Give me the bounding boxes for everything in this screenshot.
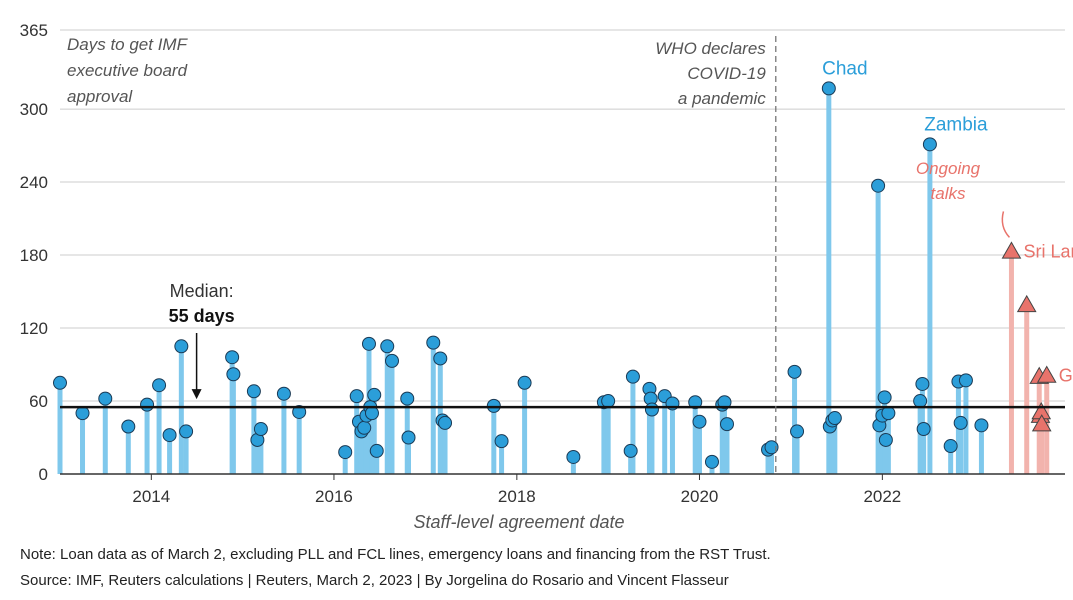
data-point	[601, 394, 616, 409]
data-point	[878, 432, 893, 447]
x-tick-label: 2016	[315, 487, 353, 506]
annotation-label: Ghana	[1059, 365, 1073, 385]
data-point	[361, 336, 376, 351]
data-point	[871, 178, 886, 193]
y-tick-label: 60	[29, 392, 48, 411]
data-point	[494, 434, 509, 449]
x-tick-label: 2020	[681, 487, 719, 506]
data-point	[719, 417, 734, 432]
x-tick-label: 2018	[498, 487, 536, 506]
data-point	[152, 378, 167, 393]
data-point	[225, 350, 240, 365]
data-point	[401, 430, 416, 445]
data-point	[958, 373, 973, 388]
annotations: Chad Zambia Sri Lanka Ghana	[822, 58, 1073, 385]
data-point	[253, 421, 268, 436]
data-point	[517, 375, 532, 390]
x-tick-label: 2014	[132, 487, 170, 506]
median-arrowhead	[191, 389, 202, 400]
data-point	[625, 369, 640, 384]
data-point	[121, 419, 136, 434]
data-point	[704, 454, 719, 469]
median-value-label: 55 days	[169, 306, 235, 326]
data-point	[717, 395, 732, 410]
data-point	[943, 439, 958, 454]
data-point	[98, 391, 113, 406]
data-point	[922, 137, 937, 152]
data-point	[226, 367, 241, 382]
data-point	[764, 440, 779, 455]
data-points	[53, 81, 1057, 469]
data-point	[821, 81, 836, 96]
data-point	[623, 443, 638, 458]
data-point	[380, 339, 395, 354]
data-point	[140, 397, 155, 412]
data-point	[692, 414, 707, 429]
stems	[57, 88, 1050, 474]
ongoing-point	[1001, 241, 1022, 259]
ongoing-talks-pointer	[1001, 211, 1011, 238]
data-point	[790, 424, 805, 439]
data-point	[369, 443, 384, 458]
data-point	[292, 404, 307, 419]
grid-lines	[60, 29, 1065, 402]
data-point	[276, 386, 291, 401]
data-point	[349, 389, 364, 404]
data-point	[916, 421, 931, 436]
x-axis-label: Staff-level agreement date	[413, 512, 624, 532]
data-point	[438, 415, 453, 430]
annotation-label: Zambia	[924, 114, 988, 135]
y-tick-label: 365	[20, 21, 48, 40]
annotation-label: Sri Lanka	[1023, 241, 1073, 261]
data-point	[881, 406, 896, 421]
data-point	[179, 424, 194, 439]
data-point	[787, 364, 802, 379]
x-tick-label: 2022	[863, 487, 901, 506]
data-point	[827, 411, 842, 426]
ongoing-point	[1036, 365, 1057, 383]
data-point	[688, 395, 703, 410]
y-tick-label: 0	[39, 465, 48, 484]
data-point	[644, 402, 659, 417]
ongoing-talks-label: Ongoing talks	[916, 159, 981, 203]
data-point	[953, 415, 968, 430]
data-point	[426, 335, 441, 350]
data-point	[877, 390, 892, 405]
y-tick-label: 240	[20, 173, 48, 192]
data-point	[400, 391, 415, 406]
data-point	[162, 428, 177, 443]
y-axis-ticks: 0 60 120 180 240 300 365	[20, 21, 48, 484]
ongoing-point	[1031, 414, 1052, 432]
data-point	[915, 376, 930, 391]
median-label: Median:	[170, 281, 234, 301]
y-tick-label: 300	[20, 100, 48, 119]
data-point	[246, 384, 261, 399]
data-point	[367, 387, 382, 402]
annotation-label: Chad	[822, 58, 867, 79]
data-point	[913, 394, 928, 409]
data-point	[384, 353, 399, 368]
data-point	[53, 375, 67, 390]
y-tick-label: 180	[20, 246, 48, 265]
pandemic-label: WHO declares COVID-19 a pandemic	[655, 39, 766, 108]
footnote-note: Note: Loan data as of March 2, excluding…	[20, 546, 771, 563]
data-point	[338, 445, 353, 460]
data-point	[566, 449, 581, 464]
y-tick-label: 120	[20, 319, 48, 338]
data-point	[174, 339, 189, 354]
data-point	[357, 420, 372, 435]
data-point	[433, 351, 448, 366]
data-point	[75, 406, 90, 421]
data-point	[974, 418, 989, 433]
y-axis-note: Days to get IMF executive board approval	[67, 35, 189, 106]
x-axis-ticks: 2014 2016 2018 2020 2022	[132, 474, 901, 506]
footnote-source: Source: IMF, Reuters calculations | Reut…	[20, 572, 729, 589]
data-point	[364, 406, 379, 421]
ongoing-point	[1016, 294, 1037, 313]
